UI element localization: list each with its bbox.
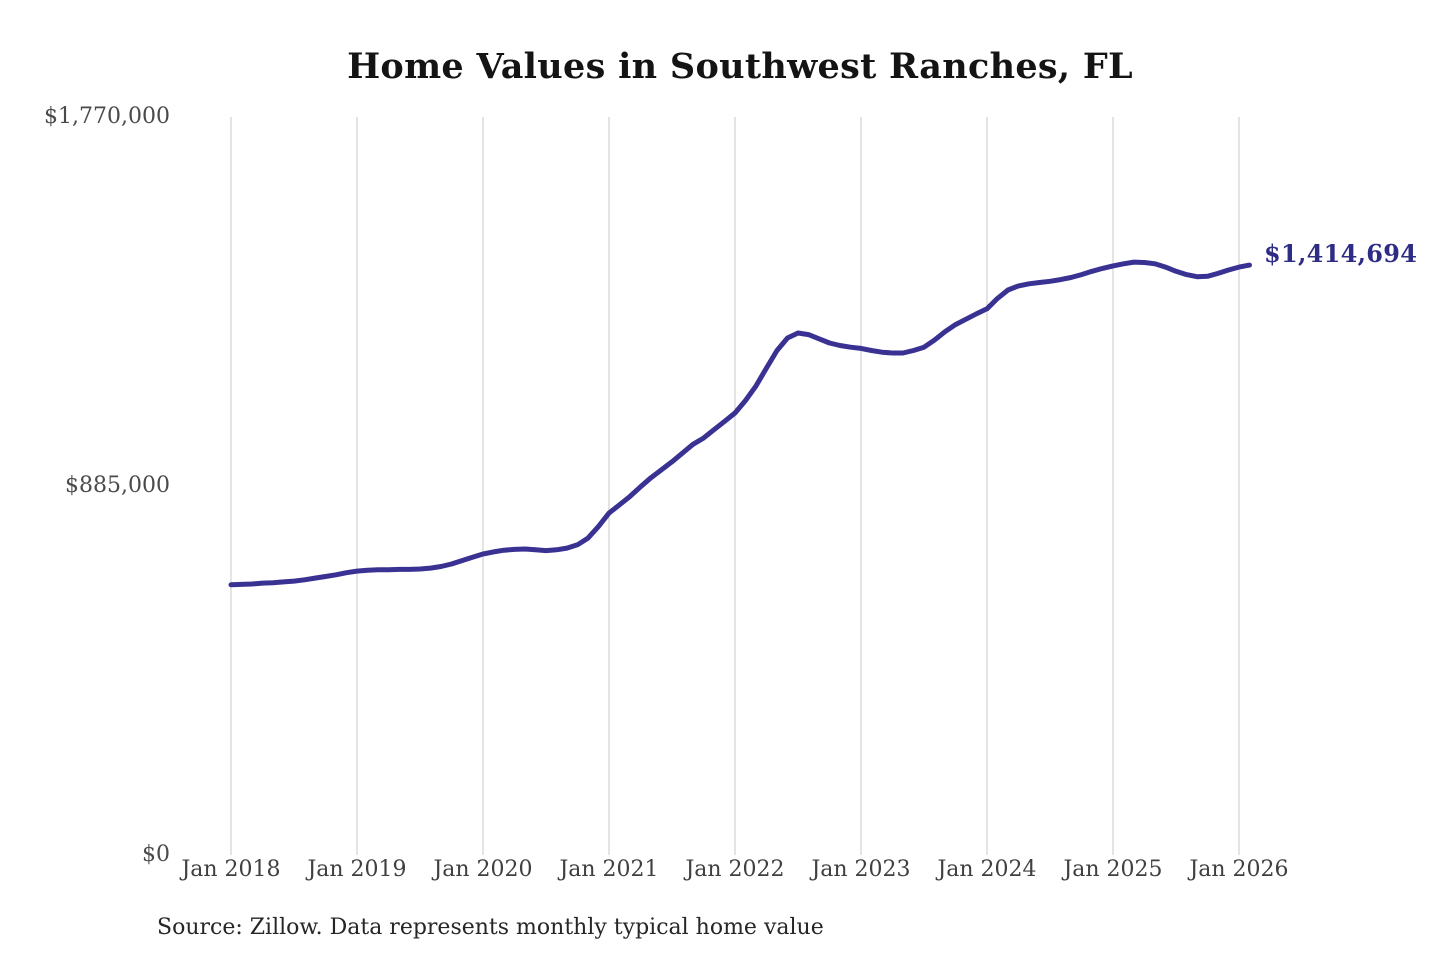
latest-value-label: $1,414,694 [1264,239,1418,269]
x-axis-tick-label: Jan 2020 [433,857,533,882]
chart-title: Home Values in Southwest Ranches, FL [347,46,1133,87]
gridlines [230,117,1240,855]
y-axis-tick-label: $1,770,000 [44,104,170,129]
x-axis-tick-label: Jan 2022 [685,857,785,882]
x-axis-tick-label: Jan 2023 [811,857,911,882]
source-note: Source: Zillow. Data represents monthly … [157,915,824,940]
x-axis-tick-label: Jan 2024 [937,857,1037,882]
x-axis-tick-label: Jan 2019 [307,857,407,882]
x-axis-tick-label: Jan 2025 [1063,857,1163,882]
x-axis-tick-label: Jan 2018 [181,857,281,882]
y-axis-tick-label: $885,000 [65,473,170,498]
home-value-line [228,259,1252,588]
x-axis-tick-label: Jan 2021 [559,857,659,882]
x-axis-tick-label: Jan 2026 [1189,857,1289,882]
y-axis-tick-label: $0 [142,842,170,867]
